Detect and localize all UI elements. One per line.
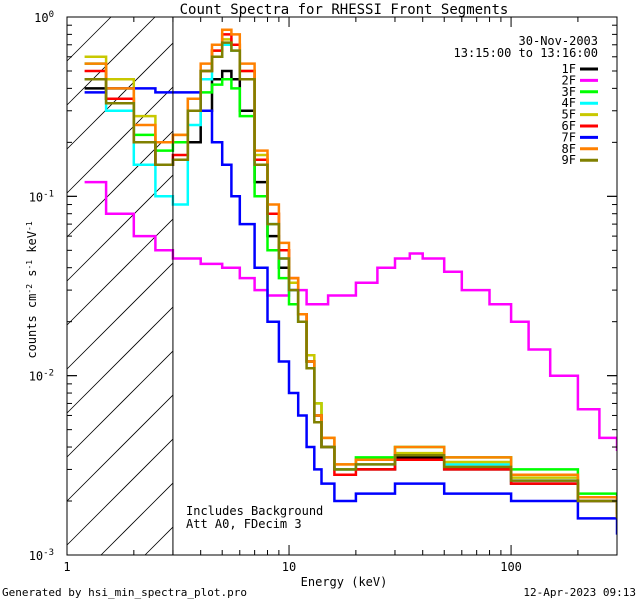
- hatch-line: [66, 306, 174, 414]
- hatch-line: [66, 16, 156, 106]
- y-tick-label: 10-1: [29, 189, 54, 204]
- series-line-2F: [84, 180, 617, 451]
- hatch-line: [66, 86, 174, 194]
- legend-label-3F: 3F: [562, 85, 576, 99]
- hatch-line: [66, 16, 112, 62]
- observation-date: 30-Nov-2003: [519, 34, 598, 48]
- hatch-line: [66, 174, 174, 282]
- legend-label-4F: 4F: [562, 96, 576, 110]
- y-tick-label: 10-3: [29, 548, 54, 563]
- y-tick-label: 10-2: [29, 369, 54, 384]
- series-line-7F: [84, 87, 617, 535]
- footer-generated-by: Generated by hsi_min_spectra_plot.pro: [2, 586, 247, 599]
- footer-timestamp: 12-Apr-2023 09:13: [523, 586, 636, 599]
- note-attenuator: Att A0, FDecim 3: [186, 517, 302, 531]
- hatch-line: [144, 526, 174, 556]
- legend-label-1F: 1F: [562, 62, 576, 76]
- series-layer: [84, 28, 617, 535]
- series-line-5F: [84, 38, 617, 514]
- series-line-8F: [84, 28, 617, 514]
- y-axis: 100 10-1 10-2 10-3: [29, 10, 617, 563]
- note-background: Includes Background: [186, 504, 323, 518]
- chart-title: Count Spectra for RHESSI Front Segments: [180, 2, 509, 18]
- x-axis: 1 10 100: [63, 17, 618, 574]
- hatched-region: [66, 16, 174, 556]
- hatch-line: [66, 42, 174, 150]
- legend-label-6F: 6F: [562, 119, 576, 133]
- x-axis-label: Energy (keV): [301, 575, 388, 589]
- hatch-line: [66, 130, 174, 238]
- legend-label-8F: 8F: [562, 142, 576, 156]
- legend-label-7F: 7F: [562, 130, 576, 144]
- x-tick-label: 100: [500, 560, 522, 574]
- time-range: 13:15:00 to 13:16:00: [454, 46, 599, 60]
- hatch-line: [66, 394, 174, 502]
- series-line-6F: [84, 33, 617, 519]
- legend-label-9F: 9F: [562, 153, 576, 167]
- series-line-9F: [84, 41, 617, 519]
- hatch-line: [66, 350, 174, 458]
- y-tick-label: 100: [34, 10, 54, 25]
- series-line-4F: [84, 43, 617, 514]
- hatch-line: [66, 262, 174, 370]
- plot-frame: [66, 16, 618, 556]
- series-line-3F: [84, 62, 617, 510]
- hatch-line: [66, 438, 174, 546]
- series-line-1F: [84, 69, 617, 510]
- hatch-line: [100, 482, 174, 556]
- legend-label-2F: 2F: [562, 73, 576, 87]
- x-tick-label: 1: [63, 560, 70, 574]
- legend-label-5F: 5F: [562, 108, 576, 122]
- hatch-line: [66, 218, 174, 326]
- y-axis-label: counts cm-2 s-1 keV-1: [25, 221, 40, 358]
- x-tick-label: 10: [282, 560, 296, 574]
